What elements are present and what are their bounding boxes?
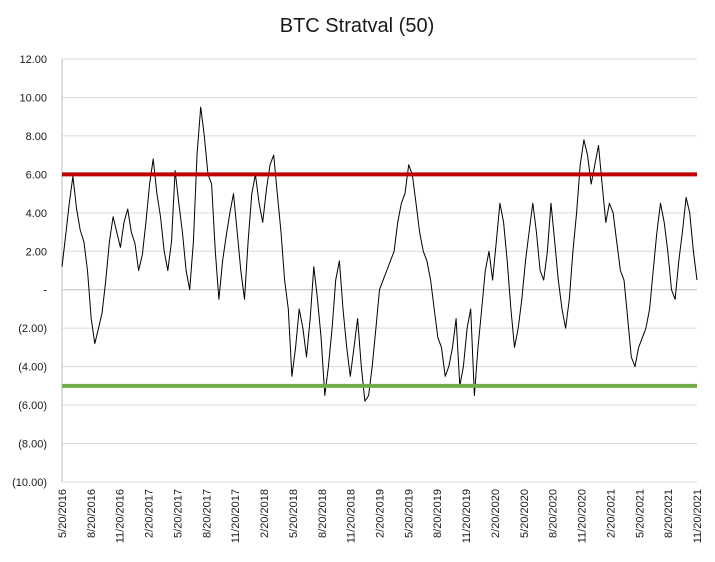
grid-lines — [61, 58, 697, 483]
y-tick-label: - — [43, 285, 47, 297]
y-tick-label: 12.00 — [19, 54, 47, 66]
y-axis-ticks: 12.00 10.00 8.00 6.00 4.00 2.00 - (2.00) (4.00) (… — [12, 54, 47, 489]
x-tick-label: 5/20/2017 — [172, 489, 184, 538]
x-tick-label: 8/20/2020 — [548, 489, 560, 538]
y-tick-label: (10.00) — [12, 477, 47, 489]
y-tick-label: 10.00 — [19, 92, 47, 104]
x-tick-label: 5/20/2021 — [634, 489, 646, 538]
y-tick-label: 4.00 — [26, 208, 47, 220]
x-tick-label: 5/20/2019 — [403, 489, 415, 538]
x-tick-label: 5/20/2020 — [519, 489, 531, 538]
x-tick-label: 2/20/2020 — [490, 489, 502, 538]
x-tick-label: 11/20/2020 — [577, 489, 589, 543]
x-tick-label: 11/20/2017 — [230, 489, 242, 543]
x-tick-label: 11/20/2016 — [115, 489, 127, 543]
y-tick-label: 6.00 — [26, 169, 47, 181]
x-tick-label: 2/20/2017 — [144, 489, 156, 538]
series-layer — [61, 106, 698, 402]
x-tick-label: 2/20/2021 — [605, 489, 617, 538]
y-tick-label: (2.00) — [18, 323, 47, 335]
y-tick-label: (6.00) — [18, 400, 47, 412]
y-tick-label: (8.00) — [18, 439, 47, 451]
chart-title: BTC Stratval (50) — [280, 15, 434, 37]
x-tick-label: 8/20/2019 — [432, 489, 444, 538]
x-tick-label: 8/20/2017 — [201, 489, 213, 538]
reference-lines — [62, 172, 697, 388]
x-tick-label: 8/20/2016 — [86, 489, 98, 538]
x-tick-label: 11/20/2021 — [692, 489, 704, 543]
y-tick-label: 8.00 — [26, 131, 47, 143]
x-axis-ticks: 5/20/2016 8/20/2016 11/20/2016 2/20/2017 5/2… — [57, 489, 704, 543]
y-tick-label: (4.00) — [18, 362, 47, 374]
x-tick-label: 11/20/2019 — [461, 489, 473, 543]
x-tick-label: 11/20/2018 — [346, 489, 358, 543]
x-tick-label: 5/20/2016 — [57, 489, 69, 538]
x-tick-label: 8/20/2018 — [317, 489, 329, 538]
x-tick-label: 5/20/2018 — [288, 489, 300, 538]
x-tick-label: 2/20/2018 — [259, 489, 271, 538]
x-tick-label: 8/20/2021 — [663, 489, 675, 538]
series-line — [61, 106, 698, 402]
x-tick-label: 2/20/2019 — [375, 489, 387, 538]
y-tick-label: 2.00 — [26, 246, 47, 258]
